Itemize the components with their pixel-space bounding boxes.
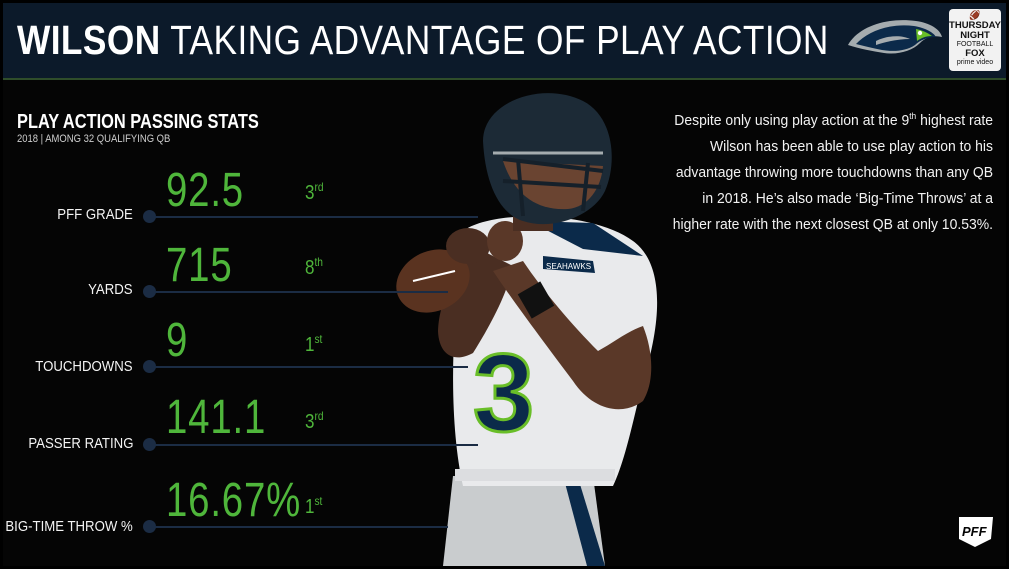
stat-divider bbox=[148, 291, 448, 293]
stats-subheading: 2018 | AMONG 32 QUALIFYING QB bbox=[17, 133, 171, 145]
stat-divider bbox=[148, 366, 468, 368]
stat-bullet bbox=[143, 210, 156, 223]
thursday-night-football-logo: 🏈 THURSDAY NIGHT FOOTBALL FOX prime vide… bbox=[949, 9, 1001, 71]
pff-logo-text: PFF bbox=[962, 524, 988, 539]
header-bar: WILSON TAKING ADVANTAGE OF PLAY ACTION 🏈… bbox=[3, 3, 1006, 78]
pff-logo-icon: PFF bbox=[959, 517, 993, 547]
stat-rank: 3rd bbox=[305, 180, 324, 204]
stat-divider bbox=[148, 526, 448, 528]
player-illustration: SEAHAWKS 3 bbox=[396, 93, 658, 566]
stat-value: 92.5 bbox=[166, 164, 244, 217]
stat-rank: 1st bbox=[305, 494, 323, 518]
stat-label: TOUCHDOWNS bbox=[35, 358, 133, 375]
stat-value: 141.1 bbox=[166, 391, 267, 444]
stat-value: 9 bbox=[166, 314, 189, 367]
header-divider bbox=[3, 78, 1006, 80]
stat-label: PFF GRADE bbox=[57, 206, 133, 223]
stat-row-yards: YARDS 715 8th bbox=[3, 235, 483, 305]
stat-bullet bbox=[143, 285, 156, 298]
title-player-name: WILSON bbox=[17, 17, 161, 63]
stat-label: PASSER RATING bbox=[27, 435, 133, 452]
stat-divider bbox=[148, 216, 478, 218]
stat-bullet bbox=[143, 360, 156, 373]
stat-row-touchdowns: TOUCHDOWNS 9 1st bbox=[3, 312, 483, 382]
stat-rank: 3rd bbox=[305, 409, 324, 433]
jersey-number: 3 bbox=[473, 332, 534, 455]
title-text: TAKING ADVANTAGE OF PLAY ACTION bbox=[170, 17, 829, 63]
seahawks-logo-icon bbox=[848, 20, 942, 54]
jersey-text: SEAHAWKS bbox=[546, 262, 591, 271]
page-title: WILSON TAKING ADVANTAGE OF PLAY ACTION bbox=[17, 15, 829, 65]
graphic-frame: WILSON TAKING ADVANTAGE OF PLAY ACTION 🏈… bbox=[3, 3, 1006, 566]
stat-value: 715 bbox=[166, 239, 233, 292]
stat-label: BIG-TIME THROW % bbox=[5, 518, 133, 535]
stat-bullet bbox=[143, 520, 156, 533]
stat-row-pff-grade: PFF GRADE 92.5 3rd bbox=[3, 158, 483, 228]
description-text: Despite only using play action at the 9t… bbox=[672, 111, 993, 233]
stat-rank: 1st bbox=[305, 332, 323, 356]
stat-label: YARDS bbox=[88, 281, 133, 298]
stat-row-big-time-throw: BIG-TIME THROW % 16.67% 1st bbox=[3, 466, 483, 536]
stat-divider bbox=[148, 444, 478, 446]
stat-bullet bbox=[143, 438, 156, 451]
stat-rank: 8th bbox=[305, 255, 323, 279]
stat-value: 16.67% bbox=[166, 474, 302, 527]
stat-row-passer-rating: PASSER RATING 141.1 3rd bbox=[3, 389, 483, 459]
stats-heading: PLAY ACTION PASSING STATS bbox=[17, 111, 259, 133]
